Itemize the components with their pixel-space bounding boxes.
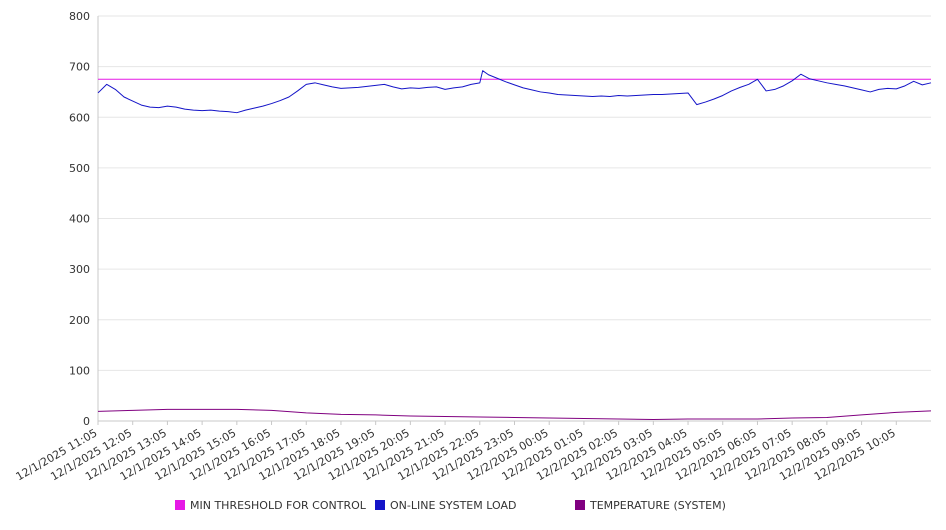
legend: MIN THRESHOLD FOR CONTROL ON-LINE SYSTEM … xyxy=(175,499,726,512)
series-lines xyxy=(97,70,932,420)
y-axis-ticks: 0 100 200 300 400 500 600 700 800 xyxy=(69,10,90,428)
legend-label: TEMPERATURE (SYSTEM) xyxy=(589,499,726,512)
legend-label: ON-LINE SYSTEM LOAD xyxy=(390,499,516,512)
y-tick-label: 100 xyxy=(69,364,90,377)
legend-swatch xyxy=(575,500,585,510)
legend-item-min-threshold[interactable]: MIN THRESHOLD FOR CONTROL xyxy=(175,499,367,512)
y-tick-label: 300 xyxy=(69,263,90,276)
legend-item-temperature[interactable]: TEMPERATURE (SYSTEM) xyxy=(575,499,726,512)
legend-swatch xyxy=(175,500,185,510)
temperature-line xyxy=(97,408,932,420)
y-tick-label: 700 xyxy=(69,61,90,74)
y-tick-label: 500 xyxy=(69,162,90,175)
y-tick-label: 0 xyxy=(83,415,90,428)
grid-lines xyxy=(98,15,931,371)
legend-label: MIN THRESHOLD FOR CONTROL xyxy=(190,499,367,512)
y-tick-label: 400 xyxy=(69,213,90,226)
y-tick-label: 800 xyxy=(69,10,90,23)
system-load-line xyxy=(97,70,932,114)
legend-item-system-load[interactable]: ON-LINE SYSTEM LOAD xyxy=(375,499,516,512)
y-tick-label: 200 xyxy=(69,314,90,327)
legend-swatch xyxy=(375,500,385,510)
y-tick-label: 600 xyxy=(69,111,90,124)
